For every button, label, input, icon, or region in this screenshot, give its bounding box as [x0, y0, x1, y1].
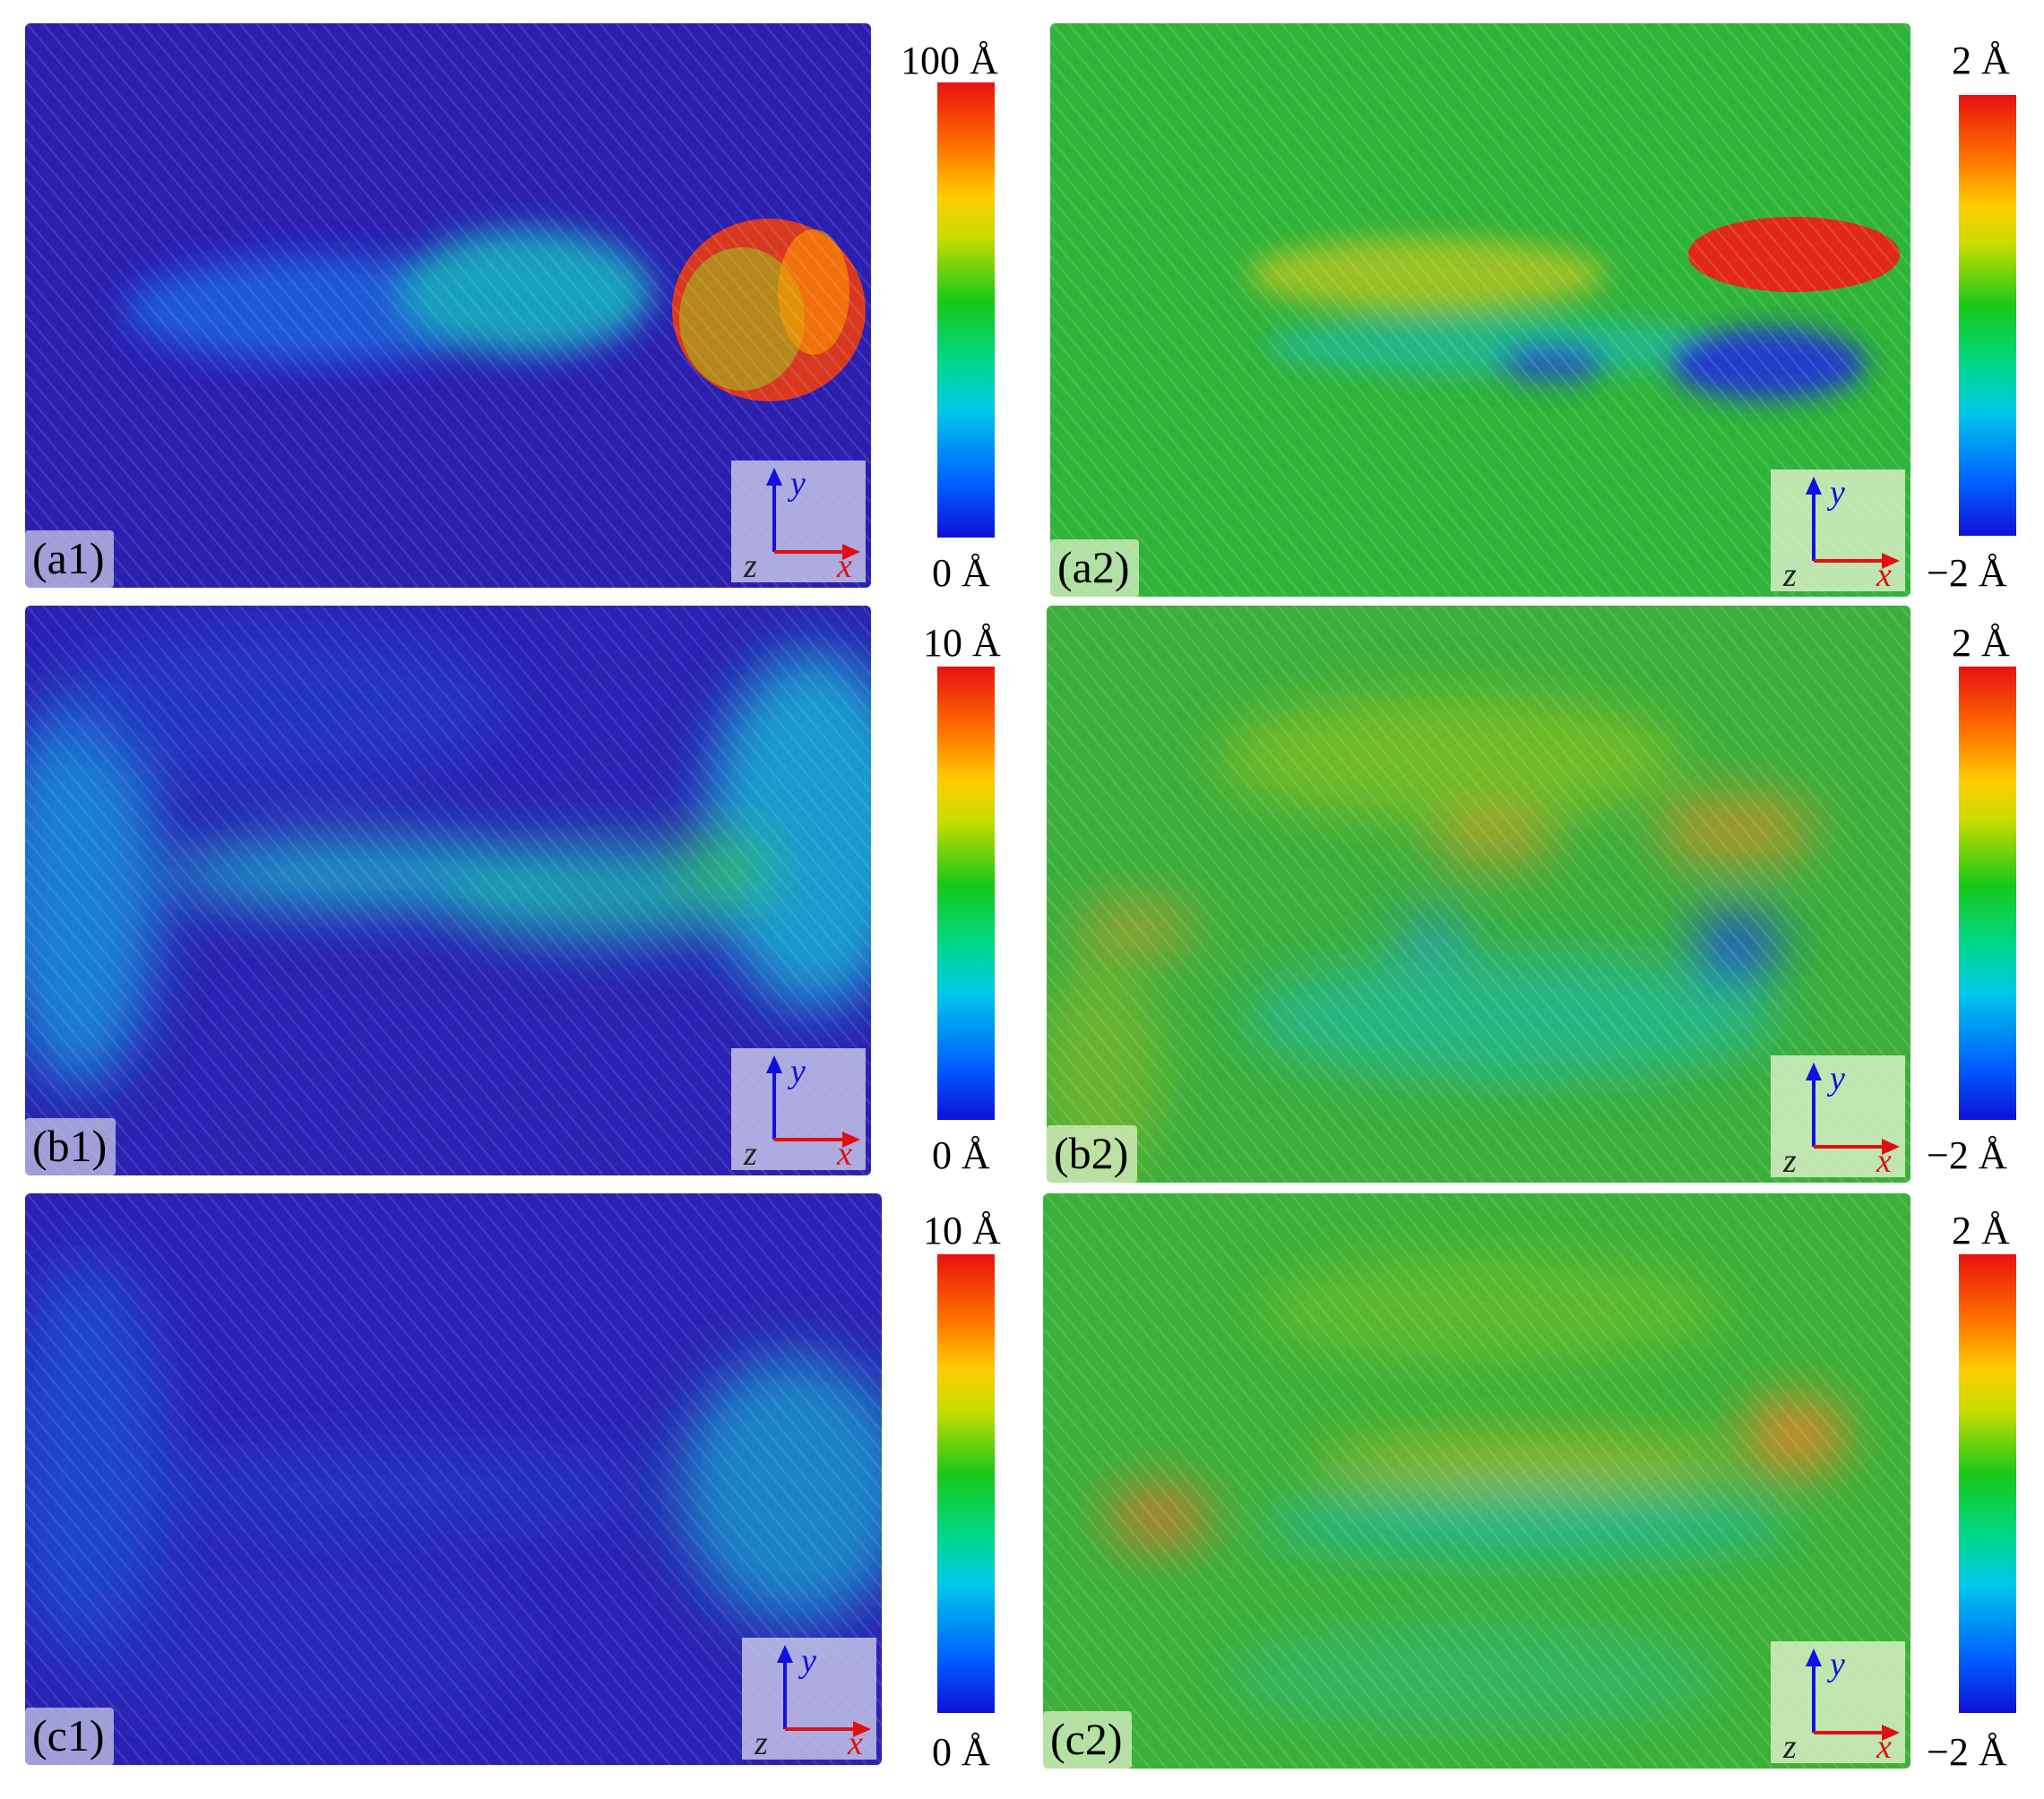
axis-y-label: y: [1826, 474, 1845, 512]
colorbar-b1: [937, 667, 995, 1120]
axis-triad: y z x: [742, 1638, 876, 1760]
atom-map-a1: [25, 23, 871, 588]
axis-z-label: z: [743, 1135, 757, 1170]
colorbar-b2-max: 2 Å: [1952, 621, 2010, 665]
colorbar-a1-max: 100 Å: [901, 39, 998, 82]
panel-c1: (c1) y z x: [25, 1193, 882, 1765]
panel-c2: (c2) y z x: [1043, 1193, 1910, 1769]
axis-z-label: z: [754, 1725, 768, 1760]
colorbar-c2: [1959, 1254, 2016, 1713]
axis-y-label: y: [798, 1642, 816, 1680]
atom-map-b1: [25, 606, 871, 1175]
axis-x-label: x: [836, 547, 852, 582]
colorbar-c1: [937, 1254, 995, 1713]
colorbar-a2: [1959, 95, 2016, 536]
atom-map-c1: [25, 1193, 882, 1765]
panel-label: (b2): [1047, 1125, 1138, 1183]
atom-map-c2: [1043, 1193, 1910, 1769]
axis-x-label: x: [836, 1135, 852, 1170]
colorbar-b1-max: 10 Å: [923, 621, 1001, 665]
colorbar-a2-max: 2 Å: [1952, 39, 2010, 82]
colorbar-c1-max: 10 Å: [923, 1209, 1001, 1252]
axis-z-label: z: [1782, 1142, 1797, 1177]
axis-y-label: y: [1826, 1060, 1845, 1097]
axis-z-label: z: [1782, 556, 1797, 591]
panel-label: (a2): [1050, 539, 1139, 597]
axis-z-label: z: [1782, 1728, 1797, 1763]
colorbar-b2: [1959, 667, 2016, 1120]
axis-z-label: z: [743, 547, 757, 582]
colorbar-b2-min: −2 Å: [1927, 1133, 2007, 1177]
axis-x-label: x: [1876, 1728, 1892, 1763]
panel-label: (c1): [25, 1708, 114, 1765]
axis-x-label: x: [1876, 556, 1892, 591]
colorbar-b1-min: 0 Å: [932, 1133, 990, 1177]
panel-b2: (b2) y z x: [1047, 606, 1910, 1183]
panel-label: (c2): [1043, 1711, 1132, 1769]
axis-triad: y z x: [731, 461, 866, 582]
colorbar-a1: [937, 82, 995, 538]
colorbar-c2-max: 2 Å: [1952, 1209, 2010, 1252]
axis-x-label: x: [1876, 1142, 1892, 1177]
panel-label: (a1): [25, 530, 114, 588]
axis-y-label: y: [787, 465, 806, 503]
colorbar-a2-min: −2 Å: [1927, 551, 2007, 595]
panel-b1: (b1) y z x: [25, 606, 871, 1175]
axis-triad: y z x: [1771, 469, 1905, 591]
axis-triad: y z x: [1771, 1055, 1905, 1177]
axis-y-label: y: [1826, 1646, 1845, 1683]
axis-y-label: y: [787, 1053, 806, 1090]
colorbar-c2-min: −2 Å: [1927, 1730, 2007, 1774]
panel-label: (b1): [25, 1118, 116, 1175]
panel-a2: (a2) y z x: [1050, 23, 1910, 597]
axis-triad: y z x: [731, 1048, 866, 1170]
axis-triad: y z x: [1771, 1641, 1905, 1763]
atom-map-a2: [1050, 23, 1910, 597]
panel-a1: (a1) y z x: [25, 23, 871, 588]
colorbar-c1-min: 0 Å: [932, 1730, 990, 1774]
axis-x-label: x: [847, 1725, 863, 1760]
colorbar-a1-min: 0 Å: [932, 551, 990, 595]
atom-map-b2: [1047, 606, 1910, 1183]
